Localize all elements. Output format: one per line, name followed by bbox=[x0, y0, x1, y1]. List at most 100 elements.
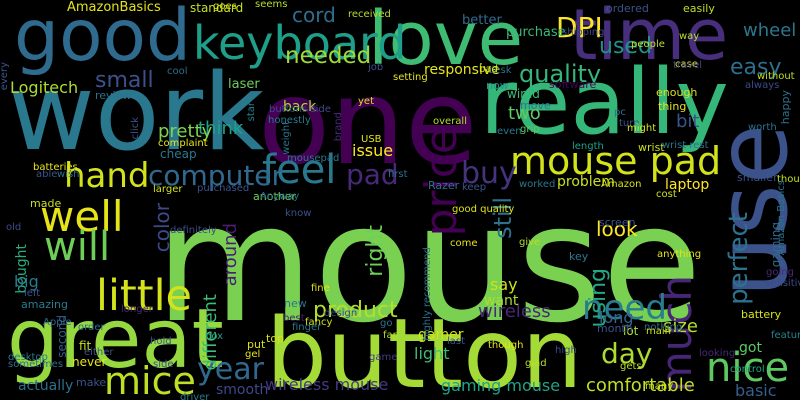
word-bad: bad bbox=[479, 64, 498, 75]
word-wired: wired bbox=[507, 87, 540, 101]
word-pad: pad bbox=[346, 158, 399, 191]
word-got: got bbox=[739, 340, 762, 356]
word-review: review bbox=[95, 89, 132, 102]
word-desk: desk bbox=[488, 65, 512, 76]
word-razer: Razer bbox=[428, 179, 460, 192]
word-wireless: wireless bbox=[478, 301, 551, 322]
word-setting: setting bbox=[393, 72, 428, 83]
word-good: good bbox=[14, 0, 192, 77]
word-buttons-side: buttons side bbox=[269, 104, 331, 115]
word-really: really bbox=[480, 50, 729, 155]
word-gamer: gamer bbox=[418, 327, 464, 343]
word-wheel: wheel bbox=[743, 20, 797, 41]
word-highly-recommend: highly recommend bbox=[422, 247, 433, 341]
word-anyway: Anyway bbox=[260, 191, 300, 202]
word-click: click bbox=[130, 117, 141, 140]
word-first: first bbox=[388, 169, 408, 180]
word-problem: problem bbox=[557, 174, 615, 190]
word-amazon-basics: Amazon Basics bbox=[776, 180, 787, 256]
word-goes: goes bbox=[213, 1, 237, 12]
word-pc: pc bbox=[614, 107, 626, 118]
word-sometimes: sometimes bbox=[8, 359, 64, 370]
word-battery: battery bbox=[741, 308, 782, 321]
word-far: far bbox=[383, 330, 397, 341]
word-mouse: mouse bbox=[155, 170, 703, 359]
word-anything: anything bbox=[657, 249, 702, 260]
word-move: move bbox=[520, 99, 551, 112]
word-turn: turn bbox=[619, 118, 640, 129]
word-year: year bbox=[197, 352, 264, 387]
word-high: high bbox=[555, 345, 577, 356]
word-apple: Apple bbox=[43, 317, 72, 328]
word-able: able bbox=[36, 169, 58, 180]
word-computer: computer bbox=[148, 159, 284, 192]
word-now: now bbox=[486, 79, 509, 92]
word-design: design bbox=[324, 308, 358, 319]
word-keyboard: keyboard bbox=[193, 16, 407, 70]
word-worked: worked bbox=[519, 179, 556, 190]
word-many: many bbox=[645, 381, 674, 392]
word-fit: fit bbox=[79, 339, 92, 353]
word-buy: buy bbox=[461, 156, 517, 191]
word-cheap: cheap bbox=[160, 147, 197, 161]
word-main: main bbox=[646, 326, 671, 337]
word-issue: issue bbox=[352, 141, 394, 160]
word-wish: wish bbox=[57, 169, 80, 180]
word-around: around bbox=[220, 223, 241, 287]
word-bit: bit bbox=[676, 111, 700, 132]
word-go: go bbox=[380, 318, 393, 329]
word-smooth: smooth bbox=[216, 382, 269, 398]
word-come: come bbox=[450, 238, 478, 249]
word-say: say bbox=[490, 275, 518, 294]
word-pretty: pretty bbox=[158, 121, 213, 142]
word-complaint: complaint bbox=[158, 138, 208, 149]
word-make: make bbox=[76, 376, 107, 389]
word-standard: standard bbox=[190, 1, 244, 15]
word-well: well bbox=[40, 192, 124, 241]
word-know: know bbox=[285, 208, 312, 219]
word-driver: driver bbox=[180, 392, 210, 400]
word-back: back bbox=[283, 99, 317, 115]
word-without: without bbox=[757, 71, 795, 82]
word-either: either bbox=[84, 347, 114, 358]
word-mousepad: mousepad bbox=[287, 153, 340, 164]
word-enough: enough bbox=[656, 86, 698, 99]
word-always: always bbox=[745, 80, 780, 91]
word-need: need bbox=[582, 288, 667, 328]
word-never: never bbox=[72, 355, 107, 369]
word-color: color bbox=[150, 203, 174, 253]
word-quality: quality bbox=[519, 60, 602, 88]
word-made: made bbox=[30, 197, 62, 210]
word-weight: weight bbox=[281, 121, 292, 155]
word-mice: mice bbox=[104, 359, 196, 400]
word-larger: larger bbox=[153, 184, 183, 195]
word-basic: basic bbox=[735, 381, 777, 400]
word-thing: thing bbox=[658, 100, 687, 113]
word-received: received bbox=[348, 9, 391, 20]
word-desktop: desktop bbox=[8, 352, 48, 363]
word-amazing: amazing bbox=[21, 298, 68, 311]
word-purchase: purchase bbox=[506, 25, 566, 40]
word-comfortable: comfortable bbox=[586, 375, 695, 396]
word-feel: feel bbox=[262, 147, 337, 193]
word-great: great bbox=[7, 292, 224, 387]
word-time: time bbox=[570, 0, 729, 76]
word-control: control bbox=[730, 364, 765, 375]
word-another: another bbox=[253, 190, 297, 203]
word-wrist: wrist bbox=[638, 141, 665, 154]
word-cool: cool bbox=[167, 66, 188, 77]
word-lot: lot bbox=[623, 324, 639, 338]
word-think: think bbox=[198, 118, 244, 139]
word-case: case bbox=[675, 59, 698, 70]
word-one: one bbox=[258, 53, 478, 191]
word-though: though bbox=[488, 340, 524, 351]
word-job: job bbox=[368, 62, 384, 73]
word-game: game bbox=[369, 352, 398, 363]
word-glad: glad bbox=[525, 358, 547, 369]
word-left: left bbox=[24, 288, 41, 299]
word-seems: seems bbox=[255, 0, 288, 10]
word-fine: fine bbox=[311, 283, 330, 294]
word-good-quality: good quality bbox=[452, 204, 515, 215]
word-two: two bbox=[508, 103, 541, 124]
word-cost: cost bbox=[656, 189, 677, 200]
